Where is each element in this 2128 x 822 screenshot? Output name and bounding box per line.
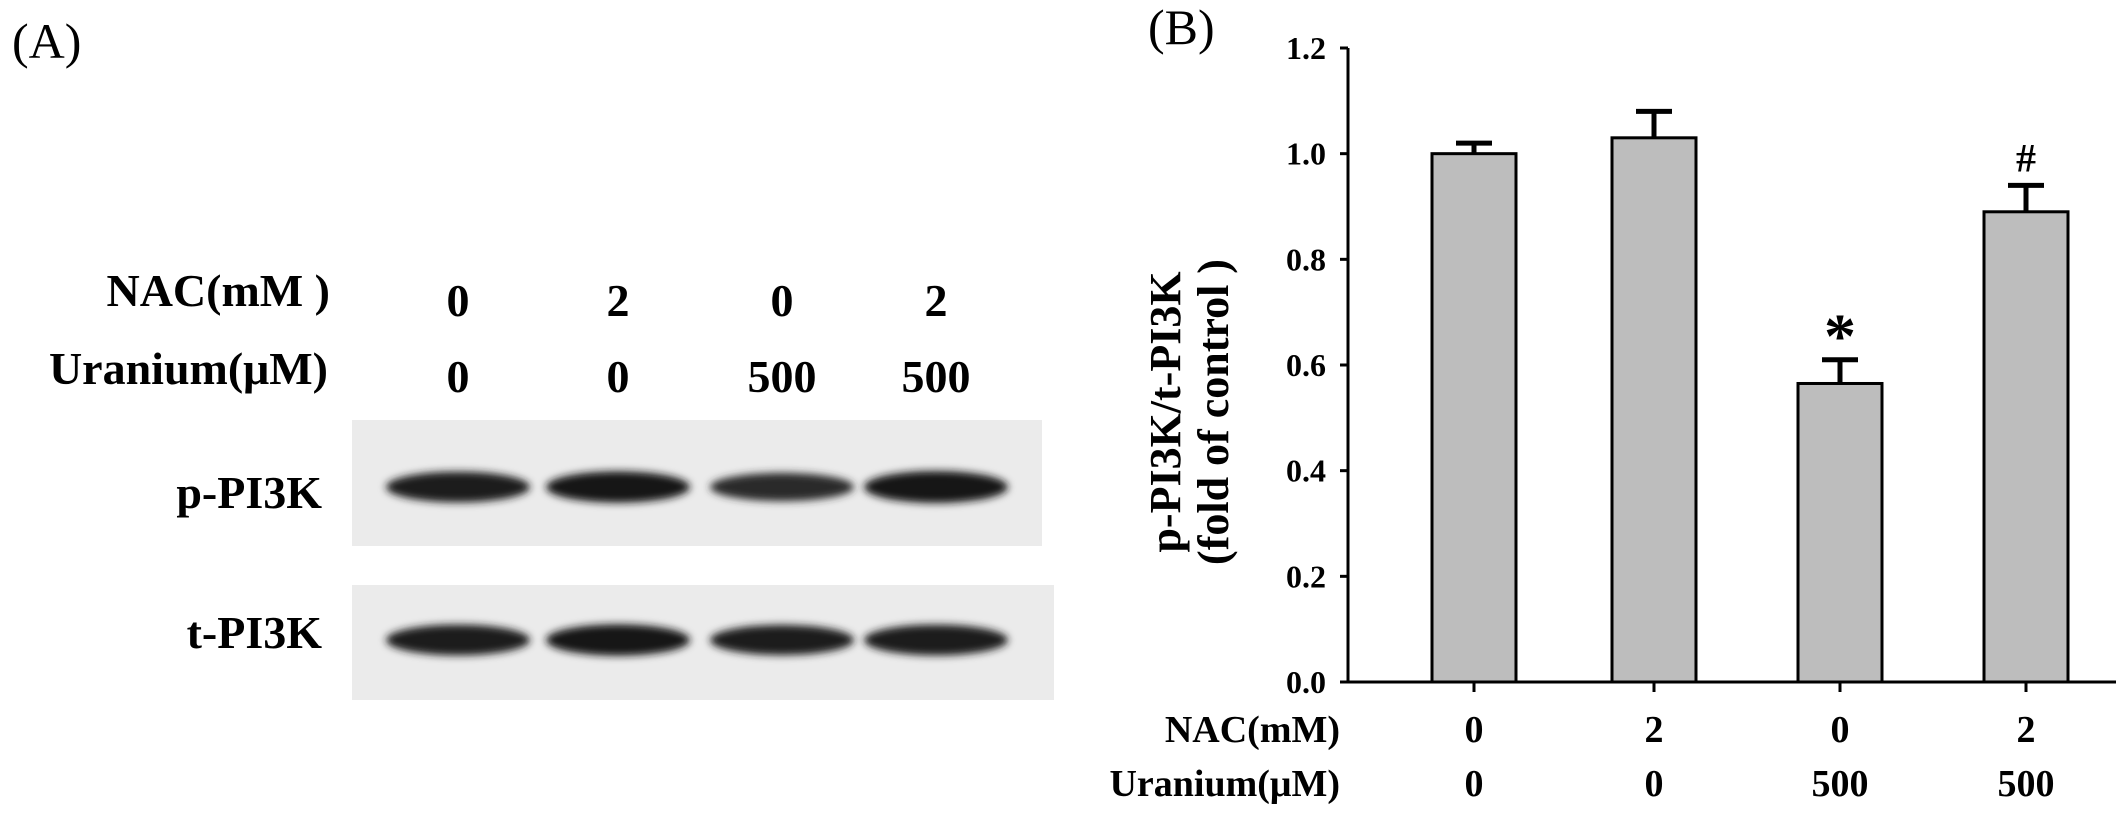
x-condition-value: 500 bbox=[1998, 763, 2055, 805]
y-axis: 0.0 0.2 0.4 0.6 0.8 1.0 1.2 bbox=[1286, 30, 1350, 700]
significance-mark: * bbox=[1824, 301, 1856, 372]
nac-value-lane-2: 2 bbox=[607, 275, 630, 326]
bar bbox=[1610, 136, 1698, 684]
x-condition-value: 500 bbox=[1812, 763, 1869, 805]
y-tick-label: 0.4 bbox=[1286, 453, 1326, 489]
p-band-lane-2 bbox=[546, 471, 690, 503]
y-tick-label: 1.2 bbox=[1286, 30, 1326, 66]
nac-row-label: NAC(mM ) bbox=[106, 265, 330, 316]
bar-group: * bbox=[1796, 301, 1884, 684]
p-band-lane-4 bbox=[864, 471, 1008, 503]
t-band-lane-4 bbox=[864, 624, 1008, 656]
y-tick-label: 0.0 bbox=[1286, 664, 1326, 700]
uranium-value-lane-1: 0 bbox=[447, 351, 470, 402]
y-axis-title: p-PI3K/t-PI3K (fold of control ) bbox=[1141, 259, 1238, 565]
panel-a-letter: (A) bbox=[12, 13, 81, 69]
bar bbox=[1430, 152, 1518, 684]
t-band-lane-1 bbox=[386, 624, 530, 656]
y-tick-label: 0.6 bbox=[1286, 347, 1326, 383]
uranium-value-lane-4: 500 bbox=[902, 351, 971, 402]
x-condition-value: 2 bbox=[1645, 709, 1664, 751]
panel-b: (B) p-PI3K/t-PI3K (fold of control ) 0.0… bbox=[1109, 0, 2116, 805]
t-pi3k-label: t-PI3K bbox=[187, 607, 323, 658]
panel-b-letter: (B) bbox=[1148, 0, 1215, 55]
x-condition-value: 0 bbox=[1831, 709, 1850, 751]
significance-mark: # bbox=[2016, 135, 2036, 180]
y-axis-title-line-2: (fold of control ) bbox=[1189, 259, 1238, 565]
x-condition-value: 2 bbox=[2017, 709, 2036, 751]
bar bbox=[1982, 210, 2070, 684]
x-condition-value: 0 bbox=[1465, 763, 1484, 805]
p-band-lane-3 bbox=[710, 472, 854, 502]
uranium-value-lane-3: 500 bbox=[748, 351, 817, 402]
bar-group: # bbox=[1982, 135, 2070, 684]
y-tick-label: 0.8 bbox=[1286, 241, 1326, 277]
x-condition-value: 0 bbox=[1645, 763, 1664, 805]
t-band-lane-3 bbox=[710, 624, 854, 656]
nac-value-lane-4: 2 bbox=[925, 275, 948, 326]
nac-value-lane-3: 0 bbox=[771, 275, 794, 326]
y-tick-label: 0.2 bbox=[1286, 558, 1326, 594]
t-band-lane-2 bbox=[546, 624, 690, 656]
x-condition-row-label: NAC(mM) bbox=[1165, 709, 1340, 751]
bar bbox=[1796, 381, 1884, 684]
y-axis-title-line-1: p-PI3K/t-PI3K bbox=[1141, 271, 1190, 552]
panel-a: (A) NAC(mM ) 0 2 0 2 Uranium(μM) 0 0 500… bbox=[12, 13, 1054, 700]
t-pi3k-bands bbox=[386, 624, 1008, 656]
bar-group bbox=[1610, 108, 1698, 684]
x-condition-rows: NAC(mM) 0 2 0 2 Uranium(μM) 0 0 500 500 bbox=[1109, 709, 2054, 805]
p-band-lane-1 bbox=[386, 471, 530, 503]
bar-group bbox=[1430, 140, 1518, 684]
p-pi3k-label: p-PI3K bbox=[176, 467, 322, 518]
uranium-value-lane-2: 0 bbox=[607, 351, 630, 402]
x-axis bbox=[1348, 680, 2116, 692]
uranium-row-label: Uranium(μM) bbox=[49, 343, 328, 394]
x-condition-value: 0 bbox=[1465, 709, 1484, 751]
x-condition-row-label: Uranium(μM) bbox=[1109, 763, 1340, 805]
p-pi3k-bands bbox=[386, 471, 1008, 503]
nac-value-lane-1: 0 bbox=[447, 275, 470, 326]
bars: *# bbox=[1430, 108, 2070, 684]
y-tick-label: 1.0 bbox=[1286, 136, 1326, 172]
